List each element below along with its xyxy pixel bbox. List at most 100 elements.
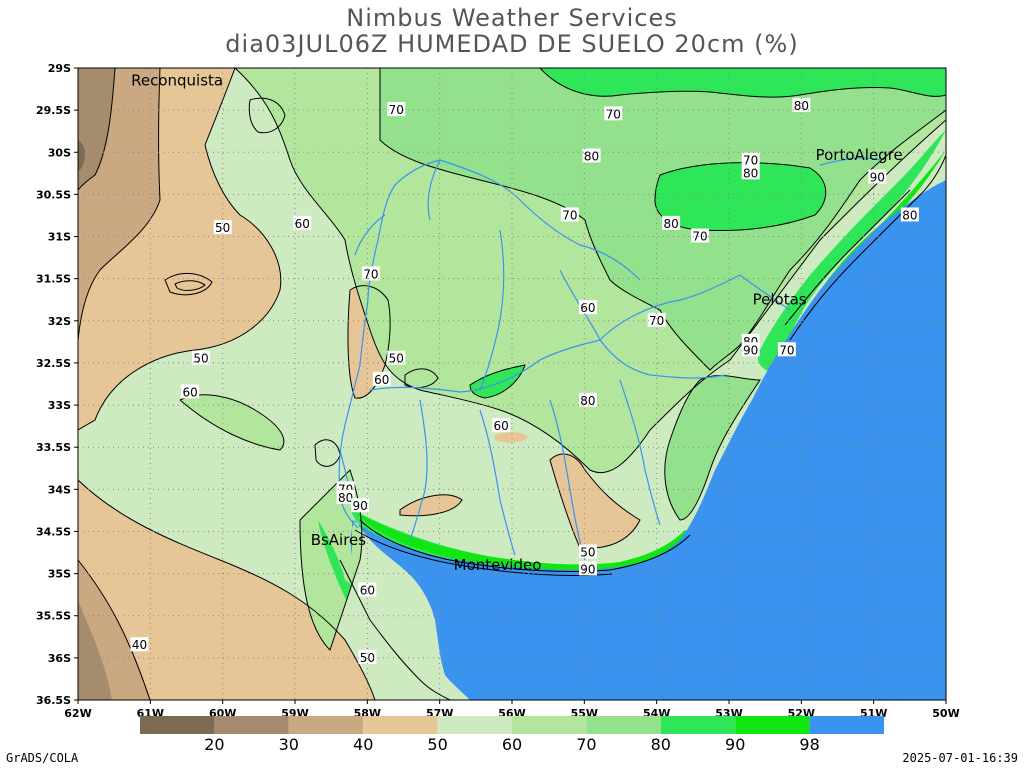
contour-line [174, 280, 206, 291]
contour-label-bg [293, 215, 312, 230]
legend-label: 20 [204, 735, 224, 754]
contour-label-bg [578, 392, 597, 407]
contour-label-bg [130, 637, 149, 652]
legend-swatch [288, 716, 364, 734]
river-g [619, 379, 661, 526]
contour-label-text: 70 [606, 107, 621, 121]
contour-label-text: 70 [389, 103, 404, 117]
contour-label-text: 60 [494, 419, 509, 433]
legend-swatch [140, 716, 215, 734]
river-l [427, 159, 441, 221]
contour-label-text: 50 [193, 352, 208, 366]
fill-40-50-patch4 [495, 432, 528, 443]
contour-label-text: 80 [902, 208, 917, 222]
contour-label: 60 [492, 418, 511, 433]
lat-tick-label: 32S [48, 315, 71, 328]
contour-label: 50 [578, 544, 597, 560]
lat-tick-label: 33S [48, 399, 71, 412]
contour-line [78, 479, 376, 700]
map-title: Nimbus Weather Services [346, 4, 678, 32]
fill-40-50-patch2 [400, 494, 462, 516]
legend-swatch [214, 716, 289, 734]
contour-label-bg [777, 342, 796, 357]
contour-label: 60 [293, 215, 312, 231]
contour-label-bg [387, 350, 406, 365]
contour-label-text: 50 [360, 651, 375, 665]
contour-line [654, 162, 827, 231]
fill-20-30 [78, 68, 115, 700]
lat-tick-label: 29.5S [36, 104, 71, 117]
lon-tick-label: 62W [64, 707, 91, 720]
contour-label-text: 60 [295, 217, 310, 231]
footer-credit: GrADS/COLA [6, 751, 79, 765]
contour-label-text: 70 [562, 208, 577, 222]
legend-label: 40 [353, 735, 373, 754]
contour-label: 90 [578, 561, 597, 576]
river-a [439, 159, 641, 281]
river-k [819, 157, 881, 166]
contour-label: 90 [868, 169, 887, 185]
contour-label: 50 [358, 649, 377, 665]
lat-tick-label: 36S [48, 652, 71, 665]
contour-label-bg [181, 384, 200, 399]
contour-line [789, 154, 946, 341]
city-label: Montevideo [454, 556, 542, 574]
contour-label: 80 [578, 392, 597, 408]
lat-tick-label: 29S [48, 62, 71, 75]
contour-label-text: 50 [389, 352, 404, 366]
contour-label: 60 [358, 582, 377, 597]
contour-label: 80 [582, 148, 601, 163]
contour-line [179, 394, 285, 451]
contour-label-text: 70 [779, 343, 794, 357]
lat-tick-label: 34.5S [36, 525, 71, 538]
contour-label-bg [358, 582, 377, 597]
fill-90-98-coast-rs [758, 130, 946, 372]
contour-label-bg [662, 215, 681, 230]
contour-label: 50 [191, 350, 210, 366]
river-negro [369, 339, 601, 393]
fill-40-50-west [78, 68, 375, 700]
legend-swatch [809, 716, 884, 734]
contour-label-bg [213, 220, 232, 235]
contour-label-bg [741, 152, 760, 167]
lat-tick-label: 32.5S [36, 357, 71, 370]
contour-label-text: 80 [663, 217, 678, 231]
fill-80-90-east [664, 375, 760, 520]
legend-swatch [437, 716, 512, 734]
fill-90-98-patch1 [470, 365, 525, 398]
contour-label-text: 60 [182, 385, 197, 399]
city-labels: Reconquista PortoAlegre Pelotas BsAires Mont… [131, 72, 903, 575]
lat-tick-label: 30.5S [36, 188, 71, 201]
contour-label: 70 [647, 312, 666, 328]
contour-label-bg [691, 228, 710, 243]
contour-label: 60 [578, 300, 597, 315]
lat-tick-label: 34S [48, 483, 71, 496]
contour-label: 80 [336, 489, 355, 505]
footer-timestamp: 2025-07-01-16:39 [902, 751, 1018, 765]
contour-line [248, 97, 286, 134]
contour-line [469, 364, 526, 399]
legend-label: 30 [279, 735, 299, 754]
contour-label-text: 80 [794, 99, 809, 113]
contour-label-text: 60 [360, 583, 375, 597]
contour-line [78, 68, 282, 431]
contour-label: 70 [604, 106, 623, 121]
fill-10-20 [78, 140, 86, 170]
contour-line [347, 285, 391, 399]
contour-line [539, 68, 946, 98]
city-label: PortoAlegre [816, 146, 903, 164]
contour-label-text: 90 [743, 343, 758, 357]
contour-label-bg [191, 350, 210, 365]
lon-tick-label: 50W [932, 707, 959, 720]
contour-label-text: 70 [743, 154, 758, 168]
fill-90-98-north [540, 68, 946, 98]
contour-label-text: 80 [338, 491, 353, 505]
contour-label-bg [492, 418, 511, 433]
contour-label: 80 [900, 207, 919, 222]
contour-label-text: 90 [580, 562, 595, 576]
contour-label-text: 60 [580, 301, 595, 315]
lat-tick-label: 33.5S [36, 441, 71, 454]
river-m [354, 214, 386, 256]
contour-label-text: 80 [743, 166, 758, 180]
